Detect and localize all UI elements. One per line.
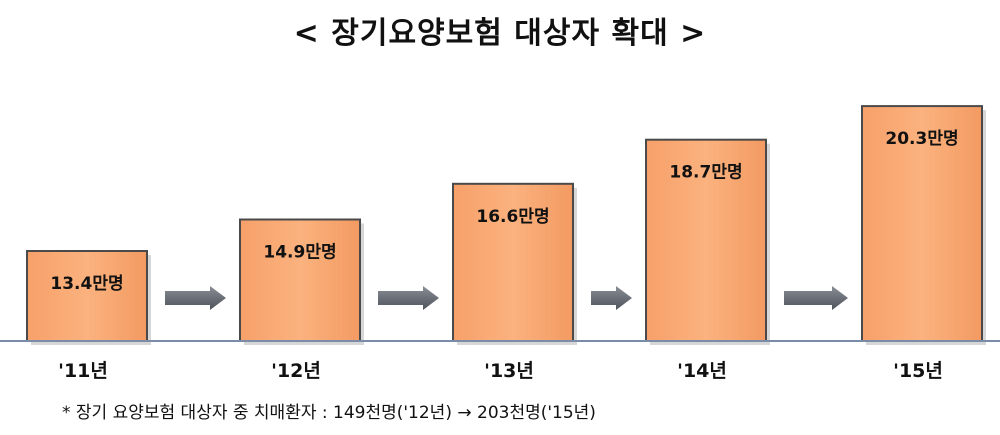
labels-layer: 13.4만명 '11년 14.9만명 '12년 16.6만명 '13년 18.7만명 '14년…	[50, 129, 958, 382]
footnote: * 장기 요양보험 대상자 중 치매환자 : 149천명('12년) → 203…	[62, 403, 596, 423]
bar-2	[239, 218, 361, 342]
arrow-icon	[378, 286, 439, 310]
bar-3	[452, 182, 574, 342]
bars-layer	[26, 105, 986, 345]
value-label-1: 13.4만명	[50, 274, 123, 294]
value-label-4: 18.7만명	[669, 163, 742, 183]
chart-title: < 장기요양보험 대상자 확대 >	[293, 16, 707, 51]
bar-1	[26, 250, 148, 342]
category-label-4: '14년	[677, 360, 727, 382]
value-label-5: 20.3만명	[885, 129, 958, 149]
value-label-2: 14.9만명	[263, 243, 336, 263]
arrows-layer	[165, 286, 848, 310]
arrow-icon	[591, 286, 632, 310]
category-label-2: '12년	[271, 360, 321, 382]
bar-5	[861, 105, 983, 342]
category-label-1: '11년	[58, 360, 108, 382]
arrow-icon	[165, 286, 226, 310]
category-label-5: '15년	[893, 360, 943, 382]
category-label-3: '13년	[484, 360, 534, 382]
arrow-icon	[784, 286, 848, 310]
value-label-3: 16.6만명	[476, 207, 549, 227]
